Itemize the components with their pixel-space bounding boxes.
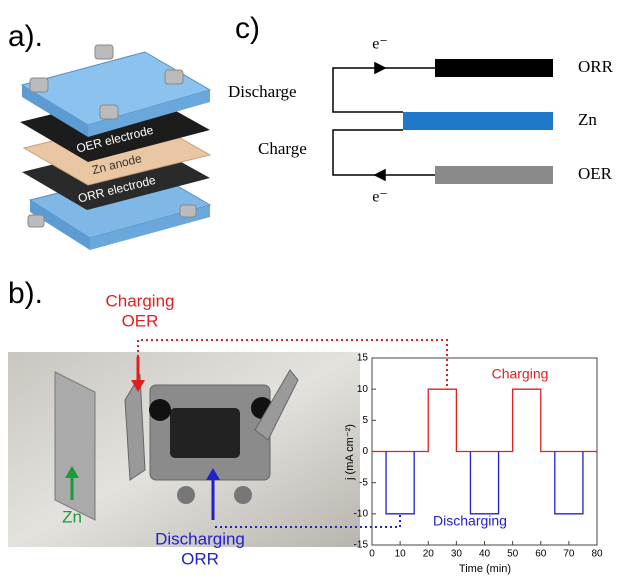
series-label: Discharging (433, 513, 507, 529)
series-line (372, 389, 597, 451)
y-tick-label: 0 (362, 446, 368, 457)
x-tick-label: 0 (369, 549, 375, 560)
electrode-label: Zn (578, 110, 597, 129)
x-tick-label: 10 (395, 549, 407, 560)
cell-stack (20, 45, 210, 250)
electrode-bar (403, 112, 553, 130)
x-tick-label: 30 (451, 549, 463, 560)
x-tick-label: 60 (535, 549, 547, 560)
chart: Time (min) j (mA cm⁻²) -15 -10 -5 0 5 10 15 0 10… (344, 353, 603, 575)
x-tick-label: 40 (479, 549, 491, 560)
x-tick-label: 80 (591, 549, 603, 560)
x-axis-title: Time (min) (459, 563, 511, 575)
electrode-bar (435, 59, 553, 77)
annotation: Discharging (155, 529, 245, 548)
panel-label: b). (8, 277, 43, 310)
panel-label: c) (235, 12, 260, 45)
annotation: Charging (106, 291, 175, 310)
annotation: OER (122, 311, 159, 330)
y-tick-label: 15 (357, 353, 369, 364)
mode-label: Discharge (228, 82, 297, 101)
x-tick-label: 50 (507, 549, 519, 560)
electrode-bar (435, 166, 553, 184)
figure: a). OER electrode Zn anode ORR electrode… (0, 0, 624, 576)
y-tick-label: 10 (357, 384, 369, 395)
y-tick-label: -10 (354, 508, 369, 519)
panel-label: a). (8, 20, 43, 53)
series-label: Charging (492, 366, 549, 382)
annotation: Zn (62, 507, 82, 526)
y-tick-label: -15 (354, 540, 369, 551)
annotation: ORR (181, 549, 219, 568)
x-tick-label: 20 (423, 549, 435, 560)
electrode-label: ORR (578, 57, 614, 76)
y-tick-label: 5 (362, 415, 368, 426)
electron-label: e⁻ (372, 36, 388, 53)
x-tick-label: 70 (563, 549, 575, 560)
electron-label: e⁻ (372, 189, 388, 206)
y-tick-label: -5 (359, 477, 368, 488)
electrode-label: OER (578, 164, 613, 183)
y-axis-title: j (mA cm⁻²) (344, 424, 356, 481)
series-line (386, 452, 583, 514)
mode-label: Charge (258, 139, 307, 158)
